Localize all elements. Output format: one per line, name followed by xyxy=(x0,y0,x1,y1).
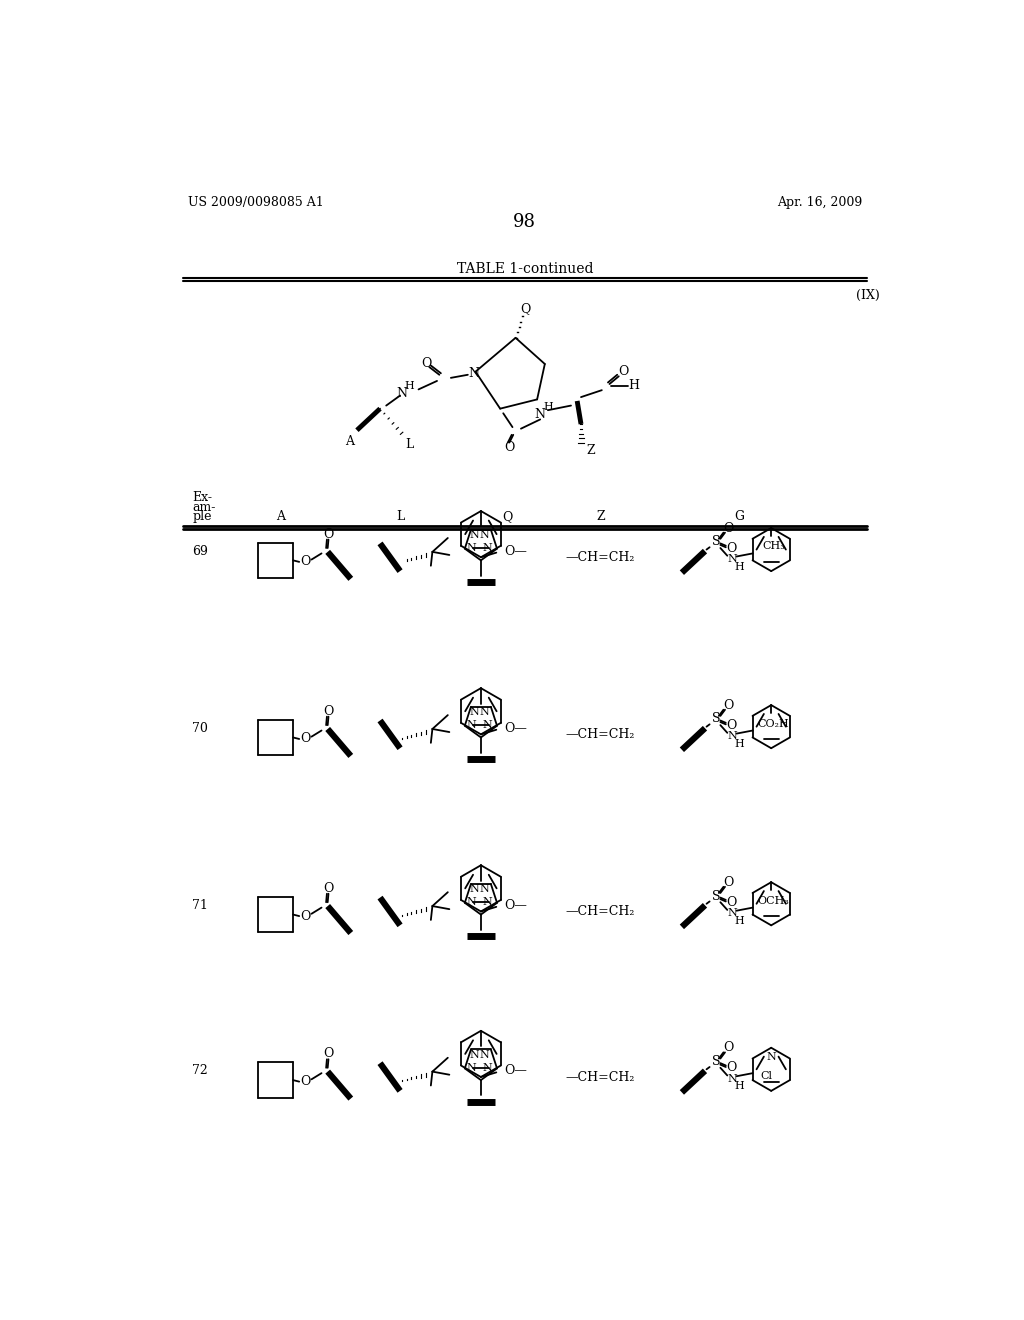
Text: CO₂H: CO₂H xyxy=(758,718,790,729)
Text: O: O xyxy=(723,521,733,535)
Text: H: H xyxy=(734,739,743,748)
Text: O: O xyxy=(324,882,334,895)
Text: —CH=CH₂: —CH=CH₂ xyxy=(565,550,635,564)
Text: O: O xyxy=(300,556,310,569)
Text: O: O xyxy=(723,875,733,888)
Text: TABLE 1-continued: TABLE 1-continued xyxy=(457,261,593,276)
Text: N: N xyxy=(727,1073,737,1084)
Text: N: N xyxy=(727,908,737,917)
Text: L: L xyxy=(406,437,414,450)
Text: N: N xyxy=(467,719,476,730)
Text: N: N xyxy=(727,731,737,741)
Text: am-: am- xyxy=(193,500,215,513)
Text: H: H xyxy=(543,403,553,412)
Text: N: N xyxy=(467,898,476,907)
Text: N: N xyxy=(469,367,479,380)
Text: O: O xyxy=(726,896,736,908)
Text: N: N xyxy=(469,531,479,540)
Text: ple: ple xyxy=(193,510,212,523)
Text: H: H xyxy=(734,1081,743,1092)
Text: H: H xyxy=(628,379,639,392)
Text: O: O xyxy=(300,733,310,746)
Text: (IX): (IX) xyxy=(856,289,880,302)
Text: —CH=CH₂: —CH=CH₂ xyxy=(565,906,635,917)
Text: A: A xyxy=(276,510,286,523)
Text: OCH₃: OCH₃ xyxy=(758,896,790,906)
Text: CH₃: CH₃ xyxy=(762,541,784,552)
Text: O—: O— xyxy=(504,1064,527,1077)
Text: O—: O— xyxy=(504,722,527,735)
Text: O: O xyxy=(726,1061,736,1074)
Text: N: N xyxy=(766,1052,776,1063)
Text: N: N xyxy=(467,1063,476,1073)
Text: O: O xyxy=(324,1047,334,1060)
Text: 72: 72 xyxy=(193,1064,208,1077)
Text: O: O xyxy=(723,1041,733,1055)
Text: O—: O— xyxy=(504,545,527,557)
Text: O: O xyxy=(504,441,515,454)
Text: N: N xyxy=(467,543,476,553)
Text: H: H xyxy=(734,561,743,572)
Text: G: G xyxy=(734,510,743,523)
Text: Ex-: Ex- xyxy=(193,491,212,504)
Text: 71: 71 xyxy=(193,899,208,912)
Text: N: N xyxy=(479,1049,488,1060)
Text: O: O xyxy=(726,718,736,731)
Text: Z: Z xyxy=(596,510,604,523)
Text: A: A xyxy=(345,436,353,449)
Text: O: O xyxy=(723,698,733,711)
Text: S: S xyxy=(712,713,720,726)
Text: N: N xyxy=(479,708,488,717)
Text: N: N xyxy=(483,898,493,907)
Text: Q: Q xyxy=(503,510,513,523)
Text: N: N xyxy=(396,387,408,400)
Text: 69: 69 xyxy=(193,545,208,557)
Text: Apr. 16, 2009: Apr. 16, 2009 xyxy=(777,195,862,209)
Text: O: O xyxy=(300,909,310,923)
Text: H: H xyxy=(734,916,743,925)
Text: H: H xyxy=(404,380,414,391)
Text: N: N xyxy=(483,543,493,553)
Text: S: S xyxy=(712,536,720,548)
Text: O: O xyxy=(618,366,629,379)
Text: —CH=CH₂: —CH=CH₂ xyxy=(565,1071,635,1084)
Text: N: N xyxy=(469,1049,479,1060)
Text: O: O xyxy=(300,1074,310,1088)
Text: 70: 70 xyxy=(193,722,208,735)
Text: O: O xyxy=(726,541,736,554)
Text: L: L xyxy=(396,510,404,523)
Text: O—: O— xyxy=(504,899,527,912)
Text: N: N xyxy=(479,884,488,894)
Text: S: S xyxy=(712,1055,720,1068)
Text: S: S xyxy=(712,890,720,903)
Text: N: N xyxy=(483,1063,493,1073)
Text: N: N xyxy=(469,884,479,894)
Text: Q: Q xyxy=(520,302,530,315)
Text: Z: Z xyxy=(587,445,595,458)
Text: Cl: Cl xyxy=(761,1072,772,1081)
Text: —CH=CH₂: —CH=CH₂ xyxy=(565,727,635,741)
Text: N: N xyxy=(479,531,488,540)
Text: N: N xyxy=(535,408,546,421)
Text: N: N xyxy=(727,554,737,564)
Text: O: O xyxy=(421,358,431,371)
Text: N: N xyxy=(483,719,493,730)
Text: N: N xyxy=(469,708,479,717)
Text: US 2009/0098085 A1: US 2009/0098085 A1 xyxy=(188,195,324,209)
Text: O: O xyxy=(324,705,334,718)
Text: O: O xyxy=(324,528,334,541)
Text: 98: 98 xyxy=(513,214,537,231)
